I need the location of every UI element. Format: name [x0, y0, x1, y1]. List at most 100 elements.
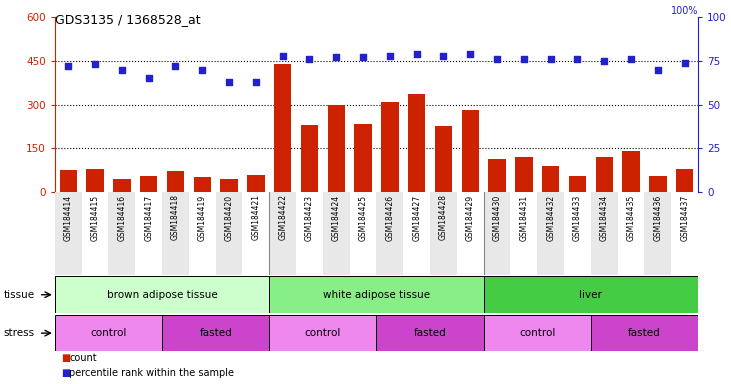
- Text: ■: ■: [61, 368, 70, 378]
- Text: ■: ■: [61, 353, 70, 363]
- Point: [464, 51, 476, 57]
- Bar: [167, 171, 184, 192]
- Bar: [349, 192, 376, 275]
- Bar: [189, 192, 216, 275]
- Text: GSM184414: GSM184414: [64, 194, 72, 241]
- Bar: [404, 192, 430, 275]
- Bar: [671, 192, 698, 275]
- Point: [357, 55, 369, 61]
- Bar: [676, 169, 694, 192]
- Bar: [435, 126, 452, 192]
- Text: GSM184430: GSM184430: [493, 194, 501, 241]
- Text: GSM184422: GSM184422: [279, 194, 287, 240]
- Bar: [269, 192, 296, 275]
- Bar: [140, 176, 157, 192]
- Bar: [247, 174, 265, 192]
- Point: [491, 56, 503, 62]
- Bar: [596, 157, 613, 192]
- Text: fasted: fasted: [414, 328, 447, 338]
- Bar: [649, 176, 667, 192]
- Bar: [376, 192, 404, 275]
- Bar: [564, 192, 591, 275]
- Point: [438, 53, 450, 59]
- Text: percentile rank within the sample: percentile rank within the sample: [69, 368, 235, 378]
- Text: GSM184428: GSM184428: [439, 194, 448, 240]
- Point: [143, 75, 154, 81]
- Text: GSM184437: GSM184437: [681, 194, 689, 241]
- Bar: [300, 125, 318, 192]
- Bar: [622, 151, 640, 192]
- Bar: [135, 192, 162, 275]
- Point: [652, 67, 664, 73]
- Point: [223, 79, 235, 85]
- Text: GSM184416: GSM184416: [118, 194, 126, 241]
- Point: [625, 56, 637, 62]
- Text: GSM184431: GSM184431: [520, 194, 529, 241]
- Bar: [194, 177, 211, 192]
- Point: [170, 63, 181, 69]
- Text: GSM184421: GSM184421: [251, 194, 260, 240]
- Point: [197, 67, 208, 73]
- Bar: [55, 276, 269, 313]
- Bar: [515, 157, 533, 192]
- Text: GSM184434: GSM184434: [600, 194, 609, 241]
- Text: tissue: tissue: [4, 290, 35, 300]
- Text: GSM184435: GSM184435: [626, 194, 635, 241]
- Text: GSM184432: GSM184432: [546, 194, 555, 241]
- Bar: [55, 315, 162, 351]
- Text: GSM184424: GSM184424: [332, 194, 341, 241]
- Point: [679, 60, 691, 66]
- Bar: [537, 192, 564, 275]
- Point: [384, 53, 395, 59]
- Point: [545, 56, 556, 62]
- Point: [250, 79, 262, 85]
- Bar: [82, 192, 108, 275]
- Point: [116, 67, 128, 73]
- Bar: [355, 124, 372, 192]
- Text: GSM184427: GSM184427: [412, 194, 421, 241]
- Bar: [591, 315, 698, 351]
- Bar: [484, 315, 591, 351]
- Bar: [457, 192, 484, 275]
- Text: control: control: [90, 328, 126, 338]
- Text: GSM184429: GSM184429: [466, 194, 474, 241]
- Bar: [86, 169, 104, 192]
- Text: GSM184425: GSM184425: [359, 194, 368, 241]
- Text: white adipose tissue: white adipose tissue: [323, 290, 430, 300]
- Text: control: control: [519, 328, 556, 338]
- Bar: [510, 192, 537, 275]
- Bar: [376, 315, 484, 351]
- Text: GSM184436: GSM184436: [654, 194, 662, 241]
- Bar: [220, 179, 238, 192]
- Point: [303, 56, 315, 62]
- Point: [572, 56, 583, 62]
- Bar: [484, 192, 510, 275]
- Bar: [216, 192, 243, 275]
- Point: [599, 58, 610, 64]
- Text: GSM184415: GSM184415: [91, 194, 99, 241]
- Bar: [243, 192, 269, 275]
- Bar: [113, 179, 131, 192]
- Text: GDS3135 / 1368528_at: GDS3135 / 1368528_at: [55, 13, 200, 26]
- Bar: [461, 111, 479, 192]
- Text: GSM184433: GSM184433: [573, 194, 582, 241]
- Bar: [296, 192, 323, 275]
- Bar: [323, 192, 349, 275]
- Bar: [108, 192, 135, 275]
- Bar: [591, 192, 618, 275]
- Bar: [269, 315, 376, 351]
- Text: liver: liver: [580, 290, 602, 300]
- Point: [62, 63, 74, 69]
- Bar: [274, 64, 292, 192]
- Point: [277, 53, 289, 59]
- Text: count: count: [69, 353, 97, 363]
- Bar: [408, 94, 425, 192]
- Bar: [59, 170, 77, 192]
- Bar: [542, 166, 559, 192]
- Bar: [269, 276, 484, 313]
- Point: [411, 51, 423, 57]
- Point: [518, 56, 530, 62]
- Text: GSM184418: GSM184418: [171, 194, 180, 240]
- Text: fasted: fasted: [200, 328, 232, 338]
- Bar: [618, 192, 645, 275]
